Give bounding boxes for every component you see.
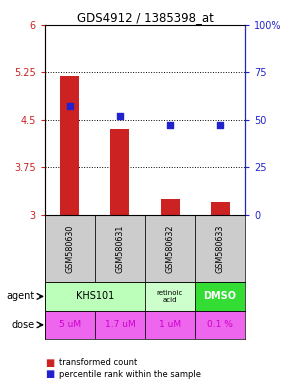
Bar (145, 311, 195, 339)
Bar (95, 215, 145, 282)
Text: dose: dose (12, 320, 35, 330)
Text: GSM580630: GSM580630 (66, 224, 75, 273)
Point (168, 122, 172, 129)
Bar (60, 76, 79, 215)
Text: percentile rank within the sample: percentile rank within the sample (59, 370, 202, 379)
Text: GSM580631: GSM580631 (115, 224, 124, 273)
Title: GDS4912 / 1385398_at: GDS4912 / 1385398_at (77, 11, 213, 24)
Text: agent: agent (7, 291, 35, 301)
Text: GSM580632: GSM580632 (166, 224, 175, 273)
Text: ■: ■ (45, 358, 54, 368)
Bar (110, 129, 130, 215)
Text: GSM580633: GSM580633 (215, 224, 224, 273)
Bar (160, 199, 180, 215)
Text: DMSO: DMSO (204, 291, 237, 301)
Point (118, 113, 122, 119)
Text: KHS101: KHS101 (76, 291, 114, 301)
Text: ■: ■ (45, 369, 54, 379)
Text: transformed count: transformed count (59, 358, 138, 367)
Text: 1.7 uM: 1.7 uM (105, 320, 135, 329)
Bar (145, 282, 195, 311)
Point (68, 103, 72, 109)
Text: 5 uM: 5 uM (59, 320, 81, 329)
Bar (195, 311, 245, 339)
Text: 1 uM: 1 uM (159, 320, 181, 329)
Bar (45, 311, 95, 339)
Bar (45, 215, 95, 282)
Text: 0.1 %: 0.1 % (207, 320, 233, 329)
Bar (45, 282, 145, 311)
Bar (195, 282, 245, 311)
Bar (95, 311, 145, 339)
Point (218, 122, 222, 129)
Text: retinoic
acid: retinoic acid (157, 290, 183, 303)
Bar (145, 215, 195, 282)
Bar (195, 215, 245, 282)
Bar (211, 202, 230, 215)
